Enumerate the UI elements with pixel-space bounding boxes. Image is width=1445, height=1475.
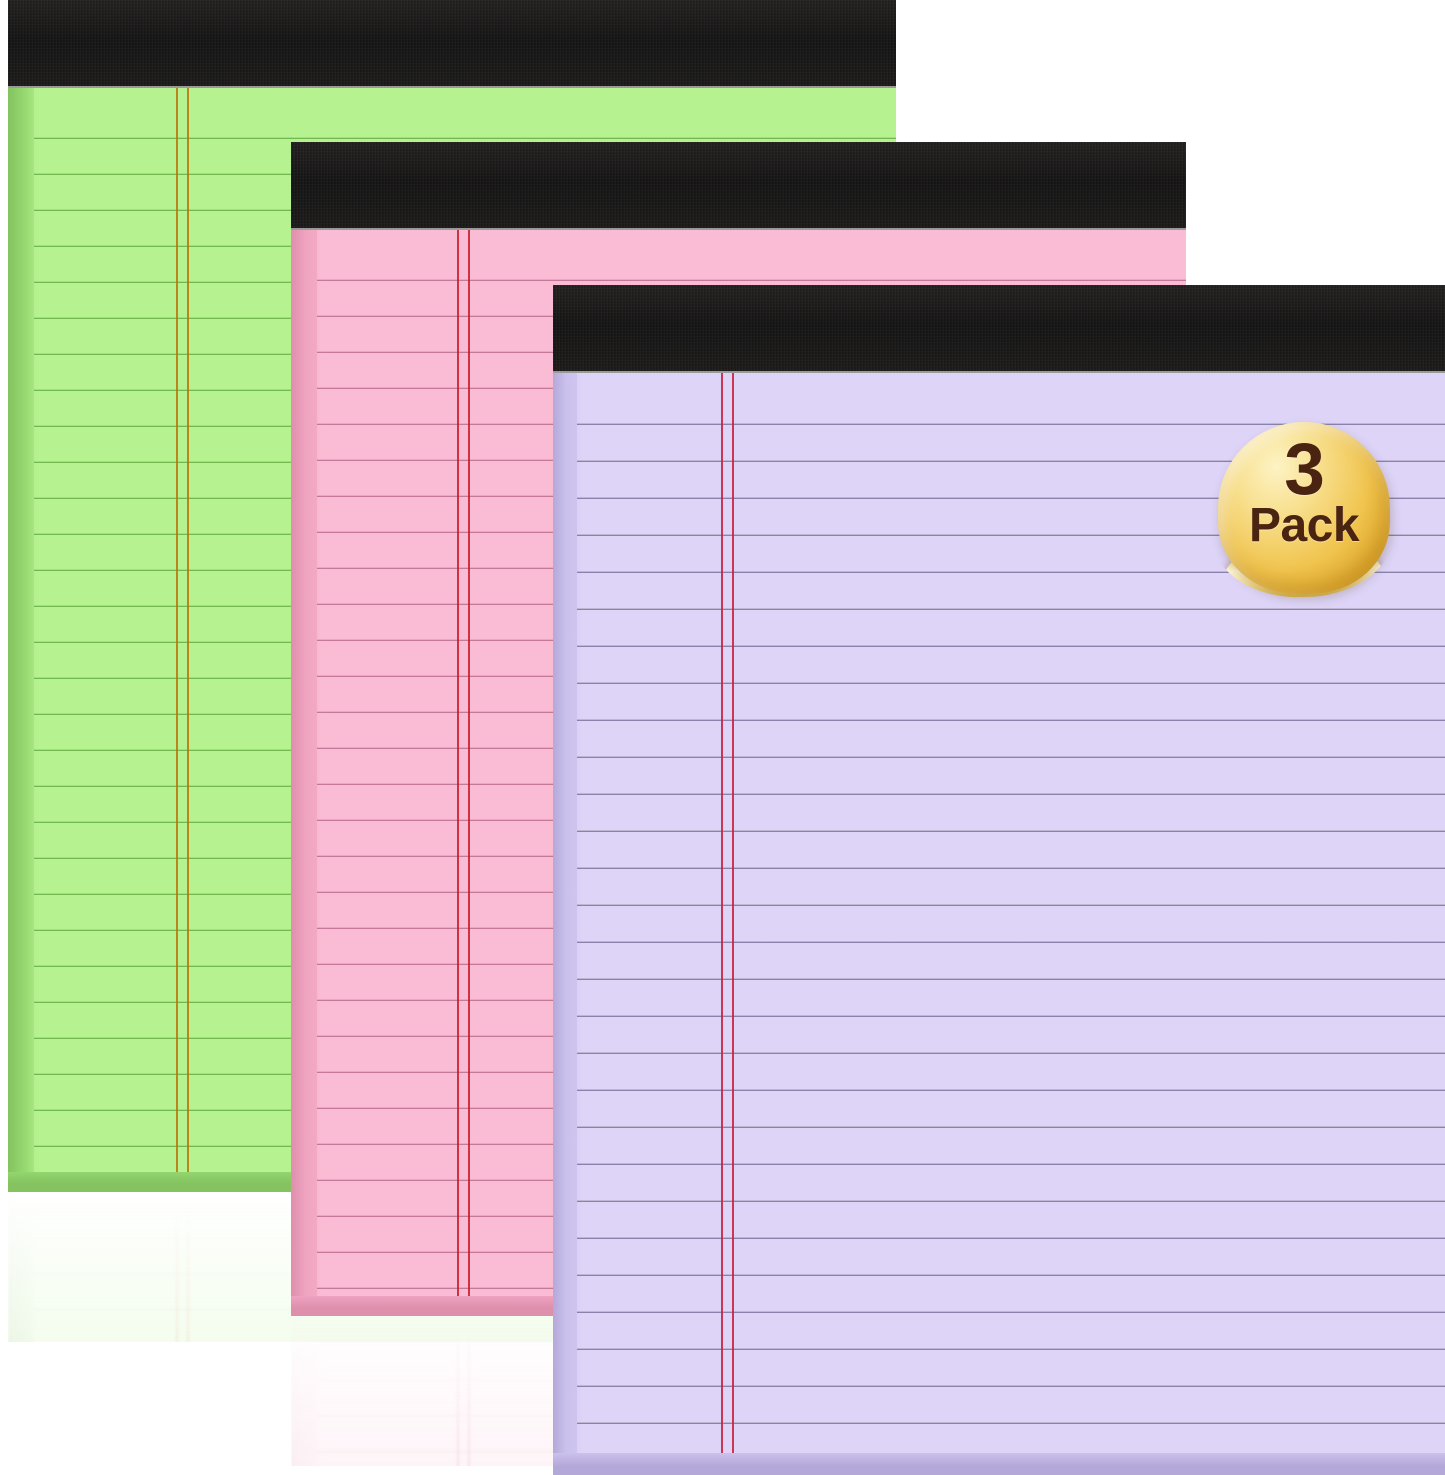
rule-line — [553, 867, 1445, 869]
rule-line — [553, 1311, 1445, 1313]
pack-count-badge: 3 Pack — [1218, 422, 1390, 594]
rule-line — [553, 1089, 1445, 1091]
rule-line — [553, 1200, 1445, 1202]
margin-line-1 — [457, 1316, 459, 1475]
rule-line — [553, 1274, 1445, 1276]
rule-line — [553, 1422, 1445, 1424]
margin-line-1 — [176, 1192, 178, 1475]
margin-line-1 — [176, 88, 178, 1192]
rule-line — [553, 1237, 1445, 1239]
margin-line-2 — [468, 1316, 470, 1475]
rule-line — [553, 682, 1445, 684]
rule-line — [553, 534, 1445, 536]
margin-line-1 — [721, 373, 723, 1475]
margin-line-2 — [468, 230, 470, 1316]
margin-line-2 — [187, 1192, 189, 1475]
rule-line — [553, 423, 1445, 425]
pack-count-word: Pack — [1248, 499, 1360, 553]
rule-line — [553, 904, 1445, 906]
rule-line — [553, 571, 1445, 573]
rule-line — [291, 279, 1186, 281]
notepad-pink-left-edge — [291, 230, 317, 1316]
notepad-purple-left-edge — [553, 373, 577, 1475]
rule-line — [553, 1348, 1445, 1350]
notepad-green-binding — [8, 0, 896, 88]
rule-line — [553, 645, 1445, 647]
sticker-disc: 3 Pack — [1218, 422, 1390, 594]
rule-line — [553, 608, 1445, 610]
sticker-label: 3 Pack — [1218, 422, 1390, 594]
notepad-green-left-edge — [8, 88, 34, 1192]
rule-line — [553, 719, 1445, 721]
margin-line-1 — [457, 230, 459, 1316]
margin-line-2 — [732, 373, 734, 1475]
rule-line — [553, 497, 1445, 499]
notepad-purple-bottom-edge — [553, 1453, 1445, 1475]
rule-line — [553, 1052, 1445, 1054]
rule-line — [553, 978, 1445, 980]
rule-line — [553, 830, 1445, 832]
rule-line — [553, 793, 1445, 795]
margin-line-2 — [187, 88, 189, 1192]
rule-line — [553, 1015, 1445, 1017]
notepad-purple-binding — [553, 285, 1445, 373]
notepad-pink-left-edge — [291, 1316, 317, 1475]
rule-line — [553, 1163, 1445, 1165]
rule-line — [553, 460, 1445, 462]
rule-line — [553, 1126, 1445, 1128]
notepad-green-left-edge — [8, 1192, 34, 1475]
rule-line — [553, 1385, 1445, 1387]
notepad-pink-binding — [291, 142, 1186, 230]
pack-count-number: 3 — [1284, 428, 1325, 510]
rule-line — [553, 756, 1445, 758]
rule-line — [8, 137, 896, 139]
rule-line — [553, 941, 1445, 943]
